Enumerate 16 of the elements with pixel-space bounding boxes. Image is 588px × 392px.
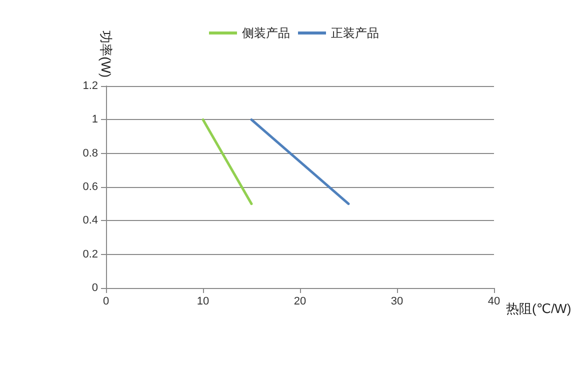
- y-axis-title: 功率(W): [98, 30, 114, 78]
- y-tick-label: 0.8: [82, 147, 98, 160]
- legend-label: 侧装产品: [242, 26, 290, 40]
- legend-label: 正装产品: [331, 26, 379, 40]
- x-tick-label: 30: [390, 296, 404, 308]
- x-tick-label: 40: [488, 296, 500, 308]
- x-tick-label: 0: [102, 296, 110, 308]
- x-tick-label: 10: [196, 296, 210, 308]
- x-axis-title: 热阻(℃/W): [506, 301, 572, 316]
- y-tick-label: 0.6: [82, 181, 98, 193]
- y-tick-label: 0: [92, 282, 98, 294]
- y-tick-label: 0.2: [82, 248, 98, 260]
- y-tick-label: 1: [92, 114, 98, 126]
- y-tick-label: 0.4: [82, 214, 98, 227]
- y-tick-label: 1.2: [82, 80, 98, 92]
- x-tick-label: 20: [294, 296, 306, 308]
